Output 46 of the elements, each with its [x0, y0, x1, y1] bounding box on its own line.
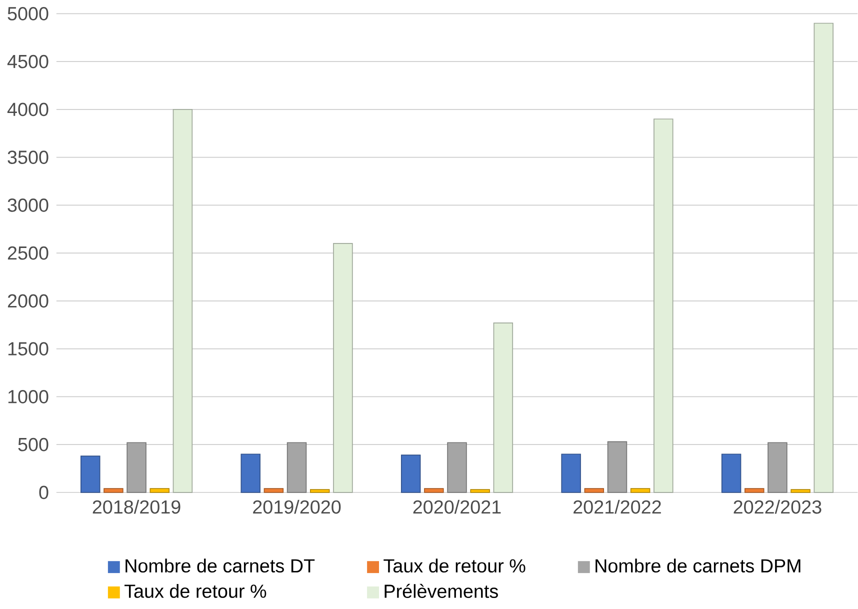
bar	[286, 442, 307, 493]
bar	[447, 442, 467, 493]
y-tick-label: 4500	[7, 54, 48, 68]
legend-label: Taux de retour %	[384, 558, 526, 572]
y-tick-label: 2500	[8, 246, 48, 260]
y-tick-label: 0	[39, 486, 48, 499]
y-tick-label: 1000	[8, 390, 48, 404]
bar	[768, 442, 788, 493]
bar	[264, 488, 284, 493]
bar	[584, 488, 604, 493]
y-tick-label: 500	[18, 438, 48, 452]
bar	[470, 488, 490, 493]
bar	[721, 454, 742, 493]
bar	[104, 488, 124, 493]
bar	[333, 242, 353, 493]
x-tick-label: 2022/2023	[734, 500, 822, 514]
bar	[630, 488, 650, 493]
y-tick-label: 2000	[8, 294, 48, 308]
x-tick-label: 2020/2021	[413, 500, 501, 514]
bar	[654, 118, 674, 493]
bar	[744, 488, 764, 493]
bar	[561, 454, 581, 493]
legend-label: Nombre de carnets DPM	[596, 558, 800, 572]
y-tick-label: 4000	[7, 102, 48, 116]
y-tick-label: 5000	[8, 6, 48, 20]
x-tick-label: 2019/2020	[253, 500, 341, 514]
y-tick-label: 3000	[8, 198, 48, 212]
bar	[493, 322, 514, 493]
bar	[607, 441, 628, 493]
bar	[240, 454, 260, 493]
bar	[790, 488, 810, 493]
legend-label: Nombre de carnets DT	[126, 558, 315, 572]
x-tick-label: 2018/2019	[92, 500, 180, 514]
legend-label: Prélèvements	[384, 584, 498, 598]
x-tick-label: 2021/2022	[574, 500, 661, 514]
bar	[126, 442, 146, 493]
y-tick-label: 3500	[8, 150, 48, 164]
bar	[814, 22, 834, 493]
bar	[424, 488, 444, 493]
bar	[172, 108, 193, 493]
y-tick-label: 1500	[8, 342, 48, 356]
legend-label: Taux de retour %	[124, 584, 266, 598]
bar	[150, 488, 170, 493]
bar	[400, 454, 421, 493]
bar	[80, 455, 100, 493]
bar	[310, 488, 330, 493]
